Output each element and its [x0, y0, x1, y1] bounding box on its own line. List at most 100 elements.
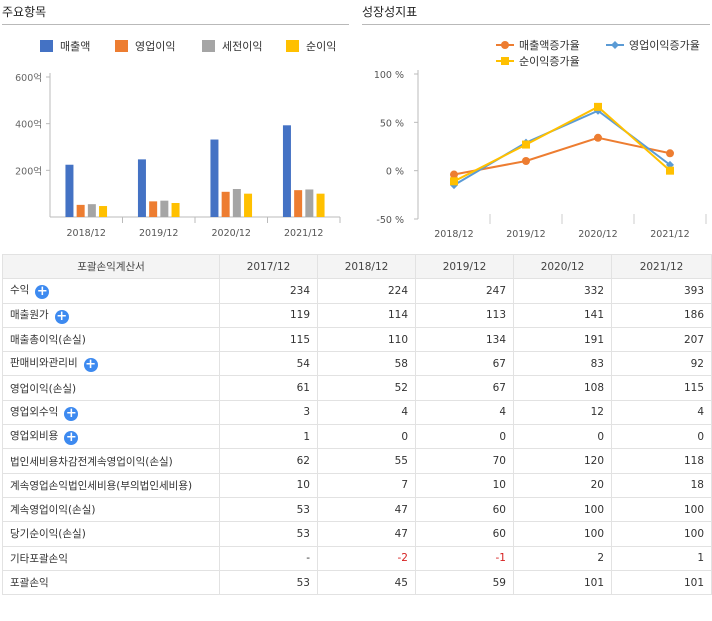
value-cell: 134 [415, 326, 514, 353]
legend-label: 매출액증가율 [519, 39, 580, 52]
bar-매출액 [282, 125, 291, 217]
value-cell: 18 [611, 472, 712, 498]
bar-영업이익 [149, 201, 158, 217]
row-label-cell: 기타포괄손익 [2, 545, 220, 571]
value-cell: 0 [415, 424, 514, 450]
table-row: 포괄손익 53 45 59 101 101 [2, 569, 712, 596]
table-row: 매출총이익(손실) 115 110 134 191 207 [2, 326, 712, 353]
expand-plus-icon[interactable]: + [64, 430, 79, 446]
table-row: 기타포괄손익 - -2 -1 2 1 [2, 545, 712, 571]
point-매출액증가율 [594, 133, 602, 142]
value-cell: 224 [317, 278, 416, 304]
value-cell: 12 [513, 399, 612, 426]
value-cell: 100 [611, 521, 712, 547]
line-x-tick-label: 2018/12 [434, 229, 473, 240]
bar-y-tick-label: 400억 [15, 119, 42, 131]
row-label: 영업외수익 [10, 405, 59, 418]
row-label: 당기순이익(손실) [10, 528, 86, 541]
value-cell: 101 [611, 569, 712, 596]
line-y-tick-label: 100 % [374, 70, 404, 81]
row-label: 영업이익(손실) [10, 382, 77, 395]
legend-swatch-영업이익 [115, 40, 128, 52]
value-cell: 207 [611, 326, 712, 353]
table-header-year: 2017/12 [219, 253, 318, 280]
legend-label: 영업이익 [135, 40, 175, 53]
point-순이익증가율 [666, 166, 674, 175]
income-statement-table: 포괄손익계산서 2017/12 2018/12 2019/12 2020/12 2021/… [2, 253, 712, 596]
value-cell: 4 [317, 399, 416, 426]
row-label: 포괄손익 [10, 577, 49, 589]
row-label-cell: 계속영업손익법인세비용(부의법인세비용) [2, 472, 220, 498]
row-label-cell: 계속영업이익(손실) [2, 496, 220, 523]
right-panel-title: 성장성지표 [362, 5, 418, 19]
value-cell: 119 [219, 302, 318, 328]
row-label: 판매비와관리비 [10, 357, 78, 370]
table-row: 판매비와관리비 +54 58 67 83 92 [2, 351, 712, 377]
line-y-tick-label: 50 % [380, 118, 404, 129]
legend-label: 영업이익증가율 [629, 39, 700, 52]
legend-marker [501, 57, 509, 65]
bar-영업이익 [294, 190, 303, 217]
legend-label: 순이익 [306, 40, 336, 53]
row-label-cell: 매출총이익(손실) [2, 326, 220, 353]
table-header-year: 2020/12 [513, 253, 612, 280]
value-cell: 61 [219, 375, 318, 401]
table-header-row: 포괄손익계산서 2017/12 2018/12 2019/12 2020/12 2021/… [2, 253, 712, 280]
table-row: 영업외수익 +3 4 4 12 4 [2, 399, 712, 426]
value-cell: 110 [317, 326, 416, 353]
bar-순이익 [244, 193, 253, 217]
line-y-tick-label: -50 % [376, 215, 404, 226]
bar-y-tick-label: 200억 [15, 165, 42, 177]
expand-plus-icon[interactable]: + [54, 308, 69, 324]
bar-세전이익 [232, 189, 241, 217]
bar-순이익 [316, 193, 325, 217]
table-row: 계속영업손익법인세비용(부의법인세비용) 10 7 10 20 18 [2, 472, 712, 498]
right-panel-underline [362, 24, 710, 25]
table-header-year: 2021/12 [611, 253, 712, 280]
bar-chart: 200억 400억 600억 2018/12 2019/12 2020/12 2021/12… [15, 40, 341, 239]
value-cell: 70 [415, 448, 514, 474]
bar-y-tick-label: 600억 [15, 72, 42, 84]
row-label: 매출총이익(손실) [10, 334, 86, 347]
bar-x-tick-label: 2021/12 [284, 228, 323, 239]
value-cell: 0 [317, 424, 416, 450]
value-cell: 83 [513, 351, 612, 377]
value-cell: 393 [611, 278, 712, 304]
expand-plus-icon[interactable]: + [64, 405, 79, 421]
row-label: 계속영업손익법인세비용(부의법인세비용) [10, 479, 193, 492]
line-x-tick-label: 2020/12 [578, 229, 617, 240]
value-cell: - [219, 545, 318, 571]
expand-plus-icon[interactable]: + [35, 284, 50, 300]
value-cell: 45 [317, 569, 416, 596]
value-cell: 101 [513, 569, 612, 596]
value-cell: 7 [317, 472, 416, 498]
bar-세전이익 [160, 200, 169, 217]
bar-세전이익 [305, 189, 314, 217]
line-x-tick-label: 2019/12 [506, 229, 545, 240]
value-cell: 1 [611, 545, 712, 571]
value-cell: 191 [513, 326, 612, 353]
value-cell: 92 [611, 351, 712, 377]
value-cell: 186 [611, 302, 712, 328]
row-label-cell: 영업이익(손실) [2, 375, 220, 401]
table-header-label: 포괄손익계산서 [2, 253, 220, 280]
legend-marker [611, 41, 619, 49]
line-순이익증가율 [453, 105, 671, 183]
row-label: 수익 [10, 284, 30, 297]
value-cell: -1 [415, 545, 514, 571]
value-cell: 53 [219, 569, 318, 596]
value-cell: 0 [611, 424, 712, 450]
table-body: 수익 +234 224 247 332 393 매출원가 +119 114 113 141 186 매출… [2, 278, 712, 596]
value-cell: 47 [317, 521, 416, 547]
value-cell: 53 [219, 496, 318, 523]
legend-label: 순이익증가율 [519, 55, 580, 68]
table-row: 당기순이익(손실) 53 47 60 100 100 [2, 521, 712, 547]
bar-영업이익 [76, 204, 85, 217]
expand-plus-icon[interactable]: + [83, 357, 98, 373]
bar-x-tick-label: 2019/12 [139, 228, 178, 239]
row-label-cell: 매출원가 + [2, 302, 220, 328]
value-cell: 332 [513, 278, 612, 304]
value-cell: 234 [219, 278, 318, 304]
row-label: 기타포괄손익 [10, 552, 68, 565]
point-순이익증가율 [450, 177, 458, 186]
